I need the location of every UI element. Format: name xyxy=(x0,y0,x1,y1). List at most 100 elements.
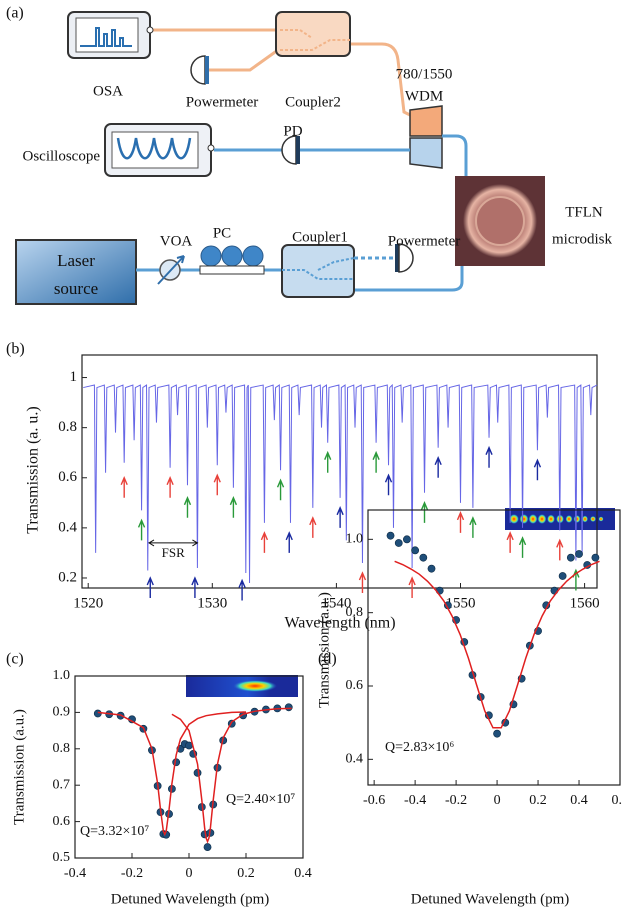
label: Coupler1 xyxy=(292,229,348,245)
laser-box xyxy=(15,239,137,305)
plot-frame xyxy=(81,354,598,589)
microdisk-center xyxy=(475,196,525,246)
x-axis-title: Wavelength (nm) xyxy=(284,615,395,632)
x-tick-label: 0.4 xyxy=(294,866,312,881)
data-point xyxy=(394,539,403,547)
x-tick-label: 1520 xyxy=(73,595,103,611)
y-tick-label: 0.7 xyxy=(53,777,71,792)
fiber xyxy=(354,266,464,292)
wdm-top xyxy=(409,105,443,137)
data-point xyxy=(284,703,293,712)
annotation: Q=2.40×10⁷ xyxy=(226,792,295,807)
label: source xyxy=(54,279,98,298)
data-point xyxy=(411,546,420,555)
connector xyxy=(207,144,215,152)
mode-spots xyxy=(509,514,604,524)
pc-paddle xyxy=(221,245,243,267)
data-line xyxy=(83,383,598,583)
mode-arrow xyxy=(456,511,465,533)
y-tick-label: 1 xyxy=(70,369,78,385)
mode-arrow xyxy=(469,516,477,538)
x-tick-label: 0.4 xyxy=(570,793,588,808)
label: Laser xyxy=(57,251,95,270)
x-tick-label: -0.2 xyxy=(445,793,467,808)
x-tick-label: -0.4 xyxy=(404,793,426,808)
pc-paddle xyxy=(200,245,222,267)
y-tick-label: 0.5 xyxy=(53,850,71,865)
panel-label: (d) xyxy=(318,651,337,668)
data-point xyxy=(575,550,583,558)
mode-arrow xyxy=(146,576,154,598)
y-tick-label: 0.6 xyxy=(58,469,77,485)
pd-icon xyxy=(281,135,297,165)
x-axis-title: Detuned Wavelength (pm) xyxy=(411,891,569,907)
label: Powermeter xyxy=(186,94,258,110)
label: Oscilloscope xyxy=(23,148,101,164)
label: Coupler2 xyxy=(285,94,341,110)
data-point xyxy=(558,572,567,580)
label: VOA xyxy=(160,233,193,249)
mode-arrow xyxy=(324,450,332,473)
x-axis-title: Detuned Wavelength (pm) xyxy=(111,891,269,907)
annotation: FSR xyxy=(162,545,185,560)
y-tick-label: 0.4 xyxy=(58,519,77,535)
mode-arrow xyxy=(358,571,367,593)
mode-arrow xyxy=(506,531,514,553)
x-tick-label: 1540 xyxy=(321,595,351,611)
connector xyxy=(146,26,154,34)
x-tick-label: -0.4 xyxy=(64,866,86,881)
data-point xyxy=(203,843,212,851)
mode-arrow xyxy=(137,518,146,541)
label: microdisk xyxy=(552,231,612,247)
mode-arrow xyxy=(485,445,493,468)
coupler2-box xyxy=(275,11,351,57)
mode-arrow xyxy=(229,496,238,518)
annotation: Q=3.32×10⁷ xyxy=(80,824,149,839)
mode-arrow xyxy=(533,458,542,481)
y-tick-label: 0.8 xyxy=(58,419,77,435)
coupler1-inner xyxy=(282,257,355,280)
mode-arrow xyxy=(434,455,442,478)
data-point xyxy=(419,553,428,562)
y-tick-label: 0.6 xyxy=(53,814,71,829)
label: WDM xyxy=(405,88,443,104)
mode-spot xyxy=(233,680,277,692)
mode-arrow xyxy=(166,475,174,498)
mode-arrow xyxy=(384,473,393,496)
y-tick-label: 0.2 xyxy=(58,569,77,585)
wdm-bottom xyxy=(409,137,443,169)
data-line xyxy=(97,711,247,837)
panel-label: (b) xyxy=(6,341,25,358)
annotation: Q=2.83×10⁶ xyxy=(385,740,454,755)
y-tick-label: 1.0 xyxy=(53,668,71,683)
label: TFLN xyxy=(565,204,603,220)
oscilloscope-trace xyxy=(116,137,192,160)
x-tick-label: 1530 xyxy=(197,595,227,611)
mode-arrow xyxy=(408,576,416,598)
mode-arrow xyxy=(518,536,527,558)
label: OSA xyxy=(93,83,123,99)
mode-arrow xyxy=(191,576,199,598)
x-tick-label: 0 xyxy=(494,793,501,808)
mode-arrow xyxy=(372,450,380,473)
y-tick-label: 1.0 xyxy=(346,532,364,547)
mode-arrow xyxy=(309,516,317,538)
fiber xyxy=(442,134,468,178)
mode-arrow xyxy=(556,538,564,561)
pc-paddle xyxy=(242,245,264,267)
y-axis-title: Transmission (a.u.) xyxy=(11,709,27,825)
x-tick-label: -0.2 xyxy=(121,866,143,881)
label: Powermeter xyxy=(388,233,460,249)
mode-arrow xyxy=(420,501,429,523)
setup-diagram: (a) xyxy=(6,5,612,305)
mode-arrow xyxy=(336,506,344,528)
x-tick-label: 0.2 xyxy=(529,793,547,808)
mode-arrow xyxy=(260,531,269,553)
osa-spectrum xyxy=(80,27,132,47)
annotation-arrow xyxy=(148,539,199,547)
mode-arrow xyxy=(120,475,128,498)
y-axis-title: Transmission (a.u.) xyxy=(316,592,332,708)
data-point xyxy=(427,564,436,573)
y-tick-label: 0.8 xyxy=(346,605,364,620)
